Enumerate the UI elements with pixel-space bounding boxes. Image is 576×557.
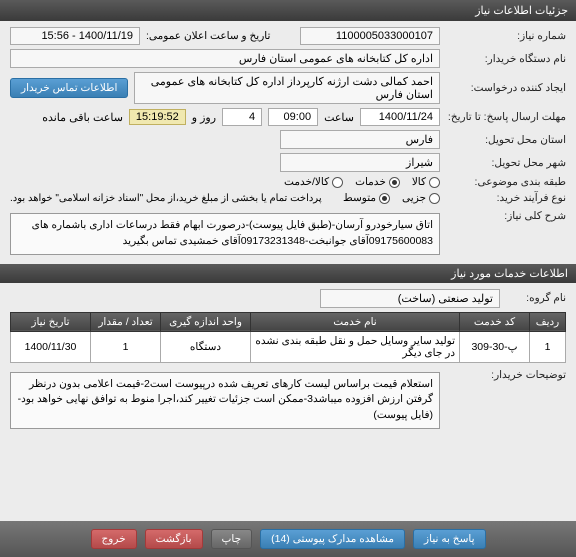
buyer-label: نام دستگاه خریدار: bbox=[446, 53, 566, 65]
day-value: 4 bbox=[222, 108, 262, 126]
radio-both[interactable]: کالا/خدمت bbox=[284, 176, 343, 188]
buyer-value: اداره کل کتابخانه های عمومی استان فارس bbox=[10, 49, 440, 68]
respond-button[interactable]: پاسخ به نیاز bbox=[413, 529, 485, 549]
attachments-button[interactable]: مشاهده مدارک پیوستی (14) bbox=[260, 529, 405, 549]
radio-kala[interactable]: کالا bbox=[412, 176, 440, 188]
deadline-label: مهلت ارسال پاسخ: تا تاریخ: bbox=[446, 111, 566, 123]
creator-value: احمد کمالی دشت ارژنه کارپرداز اداره کل ک… bbox=[134, 72, 440, 104]
process-label: نوع فرآیند خرید: bbox=[446, 192, 566, 204]
cell-name: تولید سایر وسایل حمل و نقل طبقه بندی نشد… bbox=[251, 331, 460, 362]
cell-date: 1400/11/30 bbox=[11, 331, 91, 362]
services-table: ردیف کد خدمت نام خدمت واحد اندازه گیری ت… bbox=[10, 312, 566, 363]
category-label: طبقه بندی موضوعی: bbox=[446, 176, 566, 188]
exit-button[interactable]: خروج bbox=[91, 529, 137, 549]
process-radio-group: جزیی متوسط bbox=[343, 192, 440, 204]
notes-label: توضیحات خریدار: bbox=[446, 369, 566, 381]
remain-label: ساعت باقی مانده bbox=[42, 111, 123, 124]
deadline-time: 09:00 bbox=[268, 108, 318, 126]
services-section-header: اطلاعات خدمات مورد نیاز bbox=[0, 264, 576, 283]
need-no-value: 1100005033000107 bbox=[300, 27, 440, 45]
col-row: ردیف bbox=[530, 312, 566, 331]
radio-khadmat[interactable]: خدمات bbox=[355, 176, 400, 188]
city-label: شهر محل تحویل: bbox=[446, 157, 566, 169]
col-qty: تعداد / مقدار bbox=[91, 312, 161, 331]
contact-info-button[interactable]: اطلاعات تماس خریدار bbox=[10, 78, 128, 98]
deadline-date: 1400/11/24 bbox=[360, 108, 440, 126]
province-label: استان محل تحویل: bbox=[446, 134, 566, 146]
group-value: تولید صنعتی (ساخت) bbox=[320, 289, 500, 308]
table-header-row: ردیف کد خدمت نام خدمت واحد اندازه گیری ت… bbox=[11, 312, 566, 331]
province-value: فارس bbox=[280, 130, 440, 149]
desc-label: شرح کلی نیاز: bbox=[446, 210, 566, 222]
cell-qty: 1 bbox=[91, 331, 161, 362]
back-button[interactable]: بازگشت bbox=[145, 529, 203, 549]
announce-label: تاریخ و ساعت اعلان عمومی: bbox=[146, 30, 270, 42]
day-label: روز و bbox=[192, 111, 216, 124]
announce-value: 1400/11/19 - 15:56 bbox=[10, 27, 140, 45]
pay-note: پرداخت تمام یا بخشی از مبلغ خرید،از محل … bbox=[10, 193, 322, 204]
radio-mid[interactable]: متوسط bbox=[343, 192, 390, 204]
notes-text: استعلام قیمت براساس لیست کارهای تعریف شد… bbox=[10, 372, 440, 429]
cell-code: پ-30-309 bbox=[460, 331, 530, 362]
footer-button-bar: پاسخ به نیاز مشاهده مدارک پیوستی (14) چا… bbox=[0, 521, 576, 557]
category-radio-group: کالا خدمات کالا/خدمت bbox=[284, 176, 440, 188]
group-label: نام گروه: bbox=[506, 292, 566, 304]
print-button[interactable]: چاپ bbox=[211, 529, 253, 549]
desc-text: اتاق سیارخودرو آرسان-(طبق فایل پیوست)-در… bbox=[10, 213, 440, 255]
countdown-timer: 15:19:52 bbox=[129, 109, 186, 125]
col-name: نام خدمت bbox=[251, 312, 460, 331]
creator-label: ایجاد کننده درخواست: bbox=[446, 82, 566, 94]
col-code: کد خدمت bbox=[460, 312, 530, 331]
cell-unit: دستگاه bbox=[161, 331, 251, 362]
cell-row: 1 bbox=[530, 331, 566, 362]
col-date: تاریخ نیاز bbox=[11, 312, 91, 331]
time-label: ساعت bbox=[324, 111, 354, 124]
window-title: جزئیات اطلاعات نیاز bbox=[0, 0, 576, 21]
need-no-label: شماره نیاز: bbox=[446, 30, 566, 42]
radio-jozi[interactable]: جزیی bbox=[402, 192, 440, 204]
table-row[interactable]: 1 پ-30-309 تولید سایر وسایل حمل و نقل طب… bbox=[11, 331, 566, 362]
col-unit: واحد اندازه گیری bbox=[161, 312, 251, 331]
city-value: شیراز bbox=[280, 153, 440, 172]
